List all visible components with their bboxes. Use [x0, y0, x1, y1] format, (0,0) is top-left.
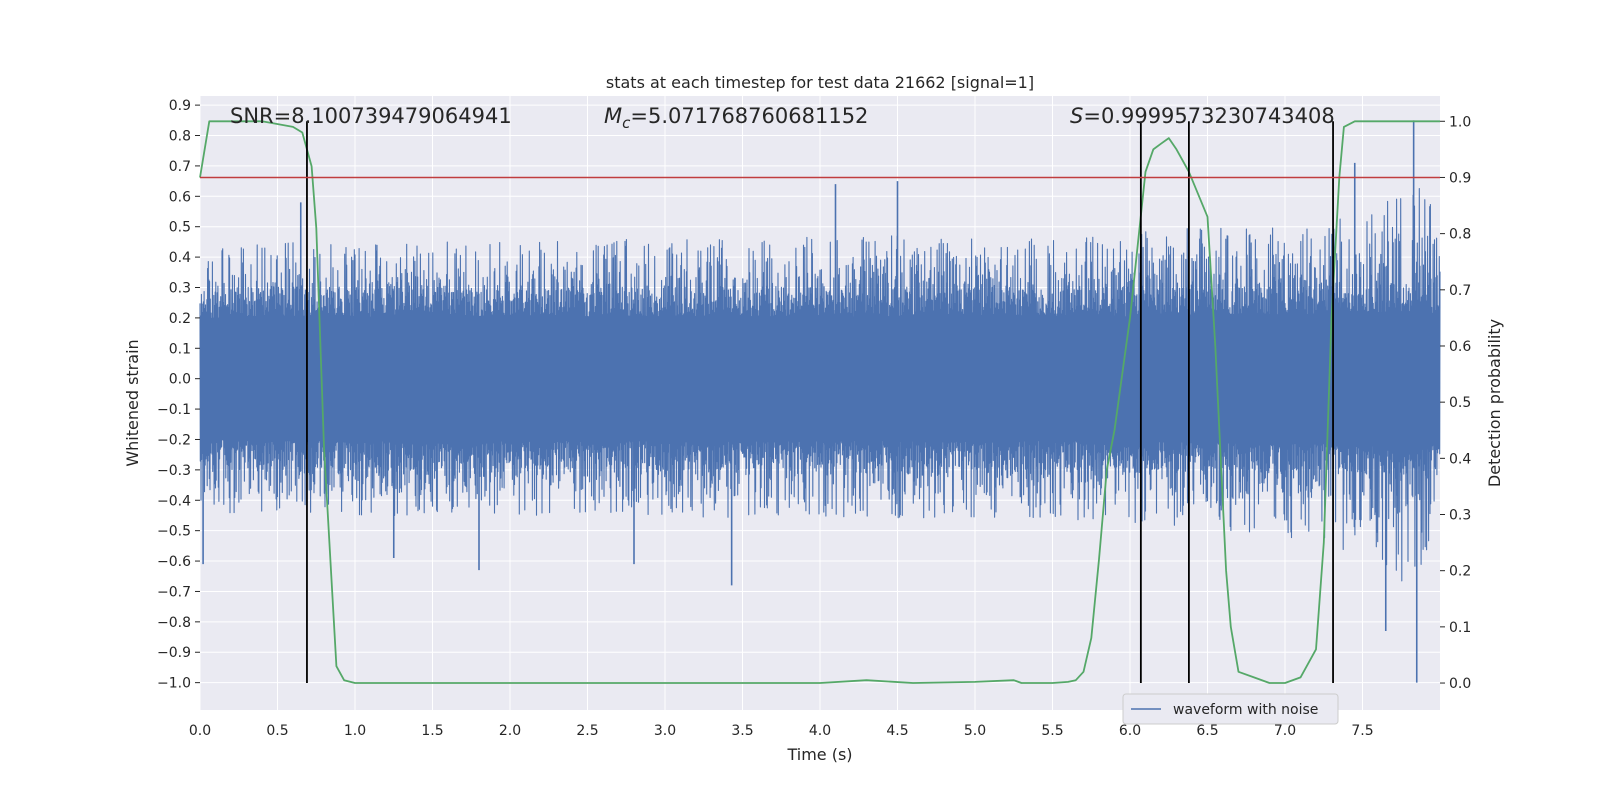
y-tick-label: −0.6: [157, 554, 191, 570]
event-lines: [306, 121, 1334, 684]
legend: waveform with noise: [1122, 693, 1339, 725]
mc-value: =5.071768760681152: [630, 104, 868, 128]
y2-tick-label: 0.4: [1449, 451, 1471, 467]
x-tick-label: 3.0: [654, 723, 676, 739]
x-tick-label: 2.0: [499, 723, 521, 739]
legend-box: [1122, 693, 1339, 725]
y2-tick-label: 0.2: [1449, 564, 1471, 580]
y-tick-label: −0.2: [157, 432, 191, 448]
y-tick-label: 0.8: [169, 129, 191, 145]
y-tick-label: −0.1: [157, 402, 191, 418]
x-tick-label: 6.5: [1196, 723, 1218, 739]
y-tick-label: −0.8: [157, 615, 191, 631]
legend-label: waveform with noise: [1173, 702, 1318, 718]
score-annotation: S=0.9999573230743408: [1070, 104, 1335, 128]
probability-line: [199, 120, 1440, 684]
x-tick-label: 4.5: [886, 723, 908, 739]
y2-tick-label: 0.7: [1449, 283, 1471, 299]
x-tick-label: 1.5: [421, 723, 443, 739]
mc-subscript: c: [622, 114, 631, 132]
y2-tick-label: 0.6: [1449, 339, 1471, 355]
x-tick-label: 2.5: [576, 723, 598, 739]
y2-tick-label: 0.5: [1449, 395, 1471, 411]
x-axis-ticks: 0.0 0.5 1.0 1.5 2.0 2.5 3.0 3.5 4.0 4.5 5.0 5.5 6.0 6…: [189, 723, 1374, 739]
s-value: =0.9999573230743408: [1083, 104, 1334, 128]
x-tick-label: 0.5: [266, 723, 288, 739]
y-tick-label: 0.9: [169, 98, 191, 114]
y-tick-label: 0.2: [169, 311, 191, 327]
x-tick-label: 0.0: [189, 723, 211, 739]
x-tick-label: 3.5: [731, 723, 753, 739]
x-tick-label: 7.5: [1351, 723, 1373, 739]
y-tick-label: 0.4: [169, 250, 191, 266]
chart-title: stats at each timestep for test data 216…: [606, 73, 1034, 92]
x-tick-label: 5.0: [964, 723, 986, 739]
y-tick-label: 0.1: [169, 341, 191, 357]
y-tick-label: 0.3: [169, 280, 191, 296]
y-tick-label: 0.7: [169, 159, 191, 175]
y2-tick-label: 0.9: [1449, 170, 1471, 186]
y-tick-label: −0.3: [157, 463, 191, 479]
y-tick-label: 0.6: [169, 189, 191, 205]
x-axis-label: Time (s): [786, 745, 852, 764]
y-axis-label: Whitened strain: [123, 339, 142, 466]
y2-tick-label: 0.0: [1449, 676, 1471, 692]
y2-tick-label: 0.1: [1449, 620, 1471, 636]
y2-tick-label: 1.0: [1449, 114, 1471, 130]
x-tick-label: 5.5: [1041, 723, 1063, 739]
y-tick-label: 0.5: [169, 220, 191, 236]
y-axis-ticks: 0.9 0.8 0.7 0.6 0.5 0.4 0.3 0.2 0.1 0.0 −0.1 −0.2 −0…: [157, 98, 200, 692]
s-symbol: S: [1070, 104, 1083, 128]
waveform-line: [199, 188, 1441, 582]
y-tick-label: −1.0: [157, 676, 191, 692]
chirp-mass-annotation: Mc=5.071768760681152: [604, 104, 868, 132]
mc-symbol: M: [604, 104, 622, 128]
y-tick-label: −0.7: [157, 584, 191, 600]
y-tick-label: −0.9: [157, 645, 191, 661]
snr-annotation: SNR=8.100739479064941: [230, 104, 512, 128]
y-tick-label: −0.4: [157, 493, 191, 509]
y2-axis-ticks: 1.0 0.9 0.8 0.7 0.6 0.5 0.4 0.3 0.2 0.1 0.0: [1440, 114, 1471, 692]
y2-axis-label: Detection probability: [1485, 319, 1504, 487]
y-tick-label: −0.5: [157, 524, 191, 540]
x-tick-label: 6.0: [1119, 723, 1141, 739]
x-tick-label: 4.0: [809, 723, 831, 739]
waveform-series: [199, 120, 1441, 683]
x-tick-label: 1.0: [344, 723, 366, 739]
y2-tick-label: 0.3: [1449, 508, 1471, 524]
y2-tick-label: 0.8: [1449, 227, 1471, 243]
x-tick-label: 7.0: [1274, 723, 1296, 739]
y-tick-label: 0.0: [169, 372, 191, 388]
probability-series: [199, 120, 1440, 684]
